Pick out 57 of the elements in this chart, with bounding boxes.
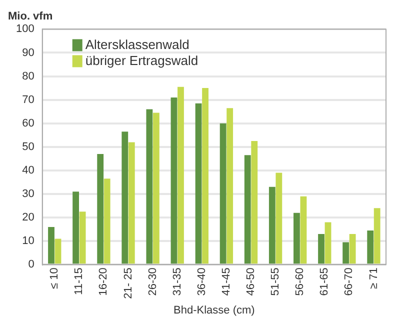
x-tick-label: 66-70 <box>343 268 356 296</box>
x-tick-label: 56-60 <box>294 268 306 296</box>
bar <box>152 112 160 264</box>
legend-label: übriger Ertragswald <box>85 52 198 68</box>
bar <box>178 86 184 264</box>
y-tick-label: 40 <box>22 164 34 176</box>
y-axis-title: Mio. vfm <box>8 10 53 23</box>
y-tick-label: 60 <box>22 117 34 130</box>
y-tick-label: 70 <box>22 94 34 106</box>
bar <box>268 186 276 264</box>
bar <box>294 212 300 264</box>
x-axis-title: Bhd-Klasse (cm) <box>174 304 255 316</box>
x-tick-label: 31-35 <box>171 268 184 296</box>
bar <box>128 142 135 264</box>
legend-label: Altersklassenwald <box>85 36 190 52</box>
x-tick-label: 41-45 <box>220 268 232 296</box>
bar <box>54 238 62 264</box>
bar <box>48 226 54 264</box>
bar <box>318 234 324 264</box>
x-tick-label: 21- 25 <box>122 268 134 299</box>
y-tick-label: 30 <box>22 188 34 200</box>
bar <box>251 141 258 264</box>
bar <box>146 109 153 264</box>
bar <box>367 230 374 264</box>
bar <box>195 103 202 264</box>
bar <box>244 155 251 264</box>
x-tick-label: 11-15 <box>73 268 86 295</box>
bar <box>300 196 307 264</box>
x-tick-label: 16-20 <box>98 268 110 296</box>
x-tick-label: 26-30 <box>146 268 159 296</box>
y-tick-label: 20 <box>22 212 34 224</box>
x-tick-label: ≤ 10 <box>48 268 61 289</box>
bar <box>72 192 80 264</box>
bar <box>170 97 178 264</box>
bar <box>122 132 128 264</box>
y-tick-label: 0 <box>28 258 34 271</box>
y-tick-label: 80 <box>22 70 34 82</box>
bar <box>226 108 234 264</box>
y-tick-label: 50 <box>22 140 34 153</box>
x-tick-label: 51-55 <box>270 268 282 296</box>
x-tick-label: 61-65 <box>318 268 331 296</box>
x-tick-label: 46-50 <box>245 268 258 296</box>
bar <box>349 234 356 264</box>
x-tick-label: 36-40 <box>196 268 208 296</box>
bar <box>79 212 86 264</box>
y-tick-label: 90 <box>22 46 34 59</box>
y-tick-label: 100 <box>16 23 34 36</box>
bar <box>342 242 350 264</box>
bar <box>202 88 208 264</box>
bar <box>324 222 332 264</box>
y-tick-label: 10 <box>22 235 34 248</box>
x-tick-label: ≥ 71 <box>368 268 380 289</box>
bar <box>220 123 226 264</box>
bar <box>276 172 282 264</box>
bar <box>97 154 104 264</box>
bar <box>104 178 110 264</box>
bar <box>374 208 380 264</box>
